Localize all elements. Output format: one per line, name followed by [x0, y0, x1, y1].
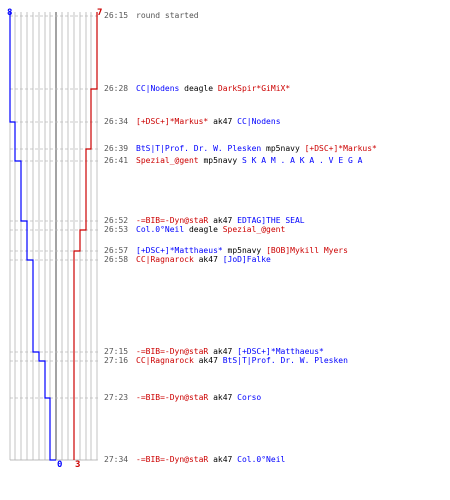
player-name-blue: CC|Nodens [237, 117, 281, 126]
event-description: BtS|T|Prof. Dr. W. Plesken mp5navy [+DSC… [136, 144, 377, 153]
player-name-red: [+DSC+]*Markus* [136, 117, 209, 126]
event-weapon: mp5navy [222, 246, 267, 255]
player-name-blue: BtS|T|Prof. Dr. W. Plesken [222, 356, 348, 365]
event-time: 27:16 [104, 356, 129, 365]
blue-end-score: 0 [57, 460, 63, 470]
player-name-blue: Col.0°Neil [136, 225, 185, 234]
event-time: 26:28 [104, 84, 129, 93]
player-name-blue: [JoD]Falke [222, 255, 271, 264]
event-time: 26:58 [104, 255, 129, 264]
event-description: -=BIB=-Dyn@staR ak47 Corso [136, 393, 261, 402]
player-name-blue: Col.0°Neil [237, 455, 286, 464]
event-weapon: round started [136, 11, 199, 20]
player-name-blue: EDTAG]THE SEAL [237, 216, 305, 225]
player-name-blue: [+DSC+]*Matthaeus* [136, 246, 223, 255]
event-weapon: ak47 [193, 356, 223, 365]
event-time: 26:52 [104, 216, 129, 225]
event-weapon: ak47 [208, 455, 238, 464]
red-start-score: 7 [97, 8, 103, 18]
player-name-blue: S K A M . A K A . V E G A [241, 156, 363, 165]
event-time: 26:34 [104, 117, 129, 126]
player-name-blue: Corso [237, 393, 262, 402]
red-team-alive-line [73, 12, 98, 460]
event-weapon: mp5navy [261, 144, 305, 153]
event-weapon: deagle [184, 225, 223, 234]
event-description: -=BIB=-Dyn@staR ak47 Col.0°Neil [136, 455, 285, 464]
red-end-score: 3 [75, 460, 81, 470]
event-time: 26:39 [104, 144, 129, 153]
player-name-red: [BOB]Mykill Myers [266, 246, 348, 255]
event-weapon: ak47 [208, 117, 238, 126]
event-description: CC|Ragnarock ak47 [JoD]Falke [136, 255, 271, 264]
player-name-red: DarkSpir*GiMiX* [217, 84, 291, 93]
event-description: [+DSC+]*Matthaeus* mp5navy [BOB]Mykill M… [136, 246, 348, 255]
event-weapon: deagle [179, 84, 218, 93]
player-name-red: -=BIB=-Dyn@staR [136, 393, 209, 402]
event-time: 26:57 [104, 246, 129, 255]
event-description: CC|Ragnarock ak47 BtS|T|Prof. Dr. W. Ple… [136, 356, 348, 365]
event-weapon: ak47 [193, 255, 223, 264]
player-name-red: -=BIB=-Dyn@staR [136, 216, 209, 225]
event-weapon: ak47 [208, 393, 238, 402]
event-description: CC|Nodens deagle DarkSpir*GiMiX* [136, 84, 290, 93]
event-description: Col.0°Neil deagle Spezial_@gent [136, 225, 285, 234]
player-name-red: -=BIB=-Dyn@staR [136, 347, 209, 356]
player-name-blue: BtS|T|Prof. Dr. W. Plesken [136, 144, 262, 153]
player-name-red: -=BIB=-Dyn@staR [136, 455, 209, 464]
event-time: 26:53 [104, 225, 129, 234]
event-weapon: mp5navy [198, 156, 242, 165]
event-time: 27:23 [104, 393, 129, 402]
event-description: Spezial_@gent mp5navy S K A M . A K A . … [136, 156, 362, 165]
event-time: 26:15 [104, 11, 129, 20]
event-description: -=BIB=-Dyn@staR ak47 [+DSC+]*Matthaeus* [136, 347, 324, 356]
player-name-red: CC|Ragnarock [136, 356, 194, 365]
event-description: [+DSC+]*Markus* ak47 CC|Nodens [136, 117, 281, 126]
player-name-red: CC|Ragnarock [136, 255, 194, 264]
event-weapon: ak47 [208, 347, 238, 356]
player-name-blue: CC|Nodens [136, 84, 180, 93]
event-weapon: ak47 [208, 216, 238, 225]
event-time: 27:15 [104, 347, 129, 356]
player-name-red: Spezial_@gent [222, 225, 286, 234]
event-time: 27:34 [104, 455, 129, 464]
blue-start-score: 8 [7, 8, 13, 18]
blue-team-alive-line [9, 12, 56, 461]
event-description: round started [136, 11, 199, 20]
event-description: -=BIB=-Dyn@staR ak47 EDTAG]THE SEAL [136, 216, 305, 225]
player-name-red: Spezial_@gent [136, 156, 199, 165]
event-time: 26:41 [104, 156, 129, 165]
player-name-blue: [+DSC+]*Matthaeus* [237, 347, 324, 356]
player-name-red: [+DSC+]*Markus* [304, 144, 377, 153]
